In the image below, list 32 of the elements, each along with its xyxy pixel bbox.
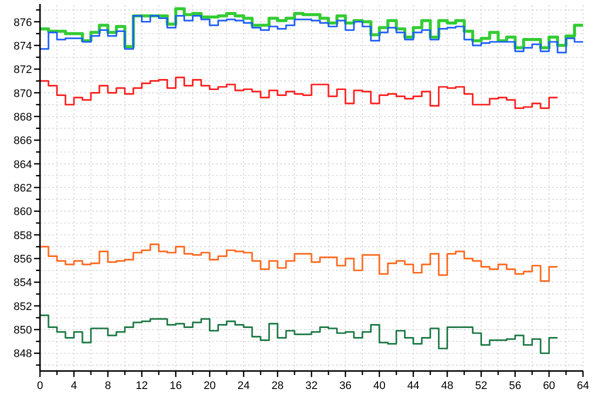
x-tick-label: 60	[542, 380, 556, 392]
y-tick-label: 876	[14, 16, 32, 29]
y-tick-label: 870	[14, 88, 32, 100]
x-tick-label: 28	[271, 380, 284, 392]
y-tick-label: 856	[14, 254, 32, 266]
y-tick-label: 860	[14, 206, 32, 218]
x-tick-label: 4	[70, 380, 77, 392]
y-tick-label: 868	[14, 111, 32, 124]
x-tick-label: 24	[238, 380, 250, 392]
x-tick-label: 56	[509, 380, 522, 392]
x-tick-label: 52	[475, 380, 488, 392]
y-tick-label: 852	[14, 300, 32, 313]
x-tick-label: 20	[204, 380, 216, 392]
x-tick-label: 64	[576, 380, 590, 392]
x-tick-label: 12	[136, 380, 148, 392]
y-tick-label: 866	[14, 135, 32, 148]
x-tick-label: 0	[36, 380, 44, 392]
x-tick-label: 40	[373, 380, 386, 392]
y-tick-label: 872	[14, 64, 32, 76]
y-tick-label: 864	[14, 158, 32, 171]
y-tick-label: 874	[14, 40, 32, 52]
x-tick-label: 44	[407, 380, 420, 392]
y-tick-label: 858	[14, 230, 32, 242]
y-tick-label: 862	[14, 182, 32, 194]
x-tick-label: 36	[339, 380, 352, 392]
x-tick-label: 8	[104, 380, 111, 392]
x-tick-label: 48	[441, 380, 454, 392]
x-tick-label: 16	[170, 380, 182, 392]
y-tick-label: 848	[14, 348, 32, 360]
x-tick-label: 32	[305, 380, 318, 392]
y-tick-label: 850	[14, 324, 32, 337]
y-tick-label: 854	[14, 277, 32, 290]
